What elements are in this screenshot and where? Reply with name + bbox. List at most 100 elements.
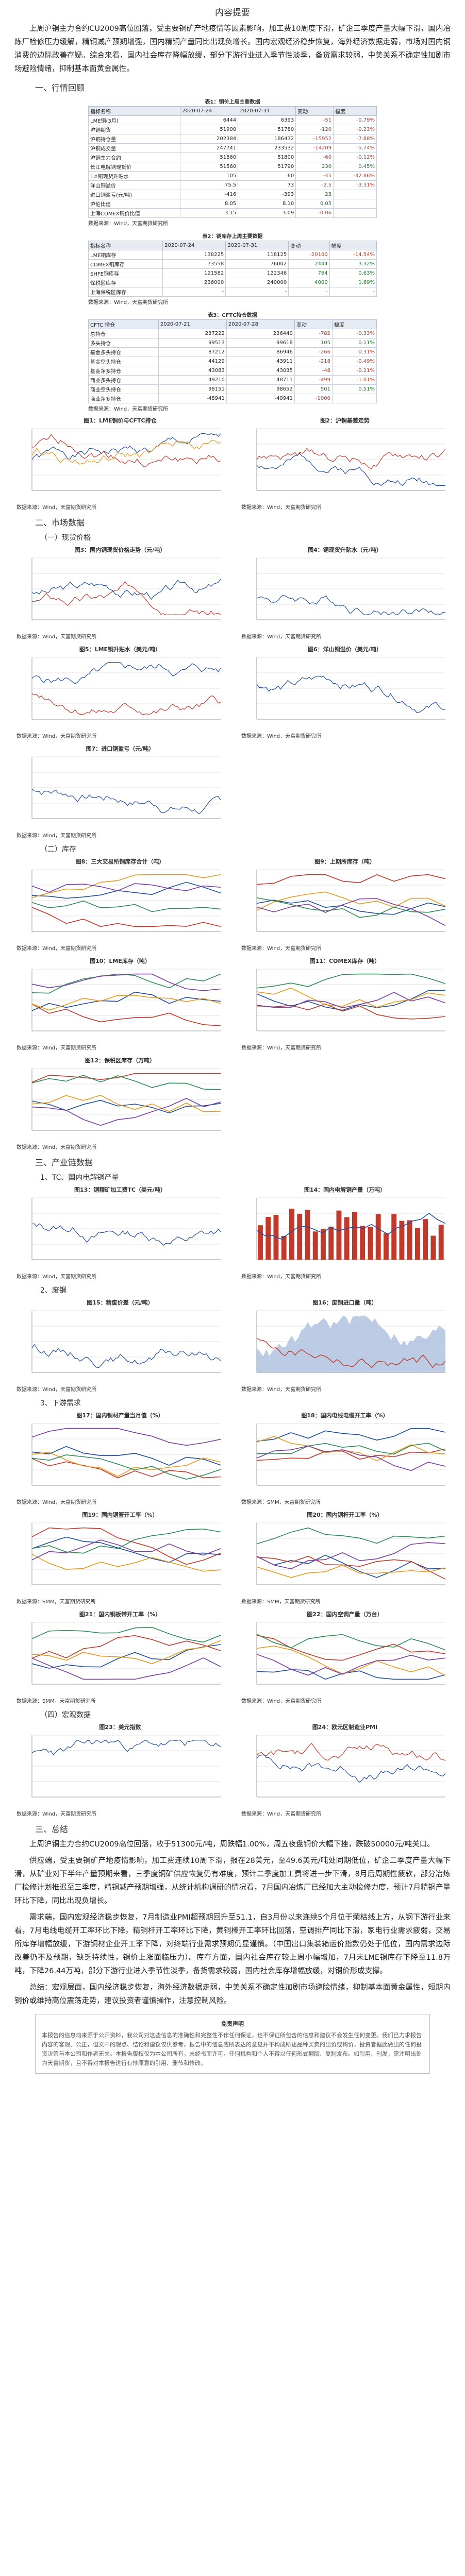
table-row: 进口铜盈亏(元/吨) -416 -393 23 xyxy=(88,190,377,199)
table-cell: -20100 xyxy=(288,250,330,260)
chart-source: 数据来源：Wind，天富期货研究所 xyxy=(241,1045,322,1051)
bar xyxy=(352,1211,357,1260)
table-cell: 基金空头持仓 xyxy=(88,357,159,366)
table-cell: SHFE铜库存 xyxy=(88,268,163,278)
table-source: 数据来源：Wind，天富期货研究所 xyxy=(88,300,169,306)
series-line xyxy=(31,1095,221,1112)
chart-ac-output: 图22：国内空调产量（万台） 数据来源：Wind，天富期货研究所 xyxy=(239,1610,451,1704)
table-cell: -0.06 xyxy=(295,208,334,218)
chart-plot xyxy=(14,554,226,631)
table-cell: 764 xyxy=(288,268,330,278)
chart-source: 数据来源：Wind，天富期货研究所 xyxy=(16,946,97,952)
chart-tc: 图13：铜精矿加工费TC（美元/吨） 数据来源：Wind，天富期货研究所 xyxy=(14,1185,226,1280)
chart-row: 图15：精废价差（元/吨） 数据来源：Wind，天富期货研究所 图16：废铜进口… xyxy=(14,1298,451,1393)
chart-plot xyxy=(14,1419,226,1497)
series-line xyxy=(256,1654,446,1676)
table-cell: 202384 xyxy=(180,134,239,144)
table-cell: -51 xyxy=(295,115,334,125)
chart-strip-rate: 图21：国内铜板带开工率（%） 数据来源：SMM，天富期货研究所 xyxy=(14,1610,226,1704)
series-line xyxy=(31,581,221,616)
table-cell: 247741 xyxy=(180,143,239,153)
chart-shfe-inventory: 图9：上期所库存（吨） 数据来源：Wind，天富期货研究所 xyxy=(239,857,451,952)
table-cell: 105 xyxy=(180,171,239,181)
subsection-heading: 1、TC、国内电解铜产量 xyxy=(40,1174,119,1182)
bar xyxy=(368,1226,373,1260)
table-cell: 3.15 xyxy=(180,208,239,218)
table-row: 沪铜持仓量 202384 186432 -15952 -7.88% xyxy=(88,134,377,144)
table-cell: -120 xyxy=(295,125,334,134)
series-line xyxy=(31,1527,221,1565)
chart-row: 图21：国内铜板带开工率（%） 数据来源：SMM，天富期货研究所 图22：国内空… xyxy=(14,1610,451,1704)
table-cell: 0.63% xyxy=(329,268,377,278)
chart-plot xyxy=(239,1194,451,1271)
table-cell: - xyxy=(329,287,377,297)
bar xyxy=(336,1210,342,1260)
bar xyxy=(384,1233,389,1260)
chart-scrap-spread: 图15：精废价差（元/吨） 数据来源：Wind，天富期货研究所 xyxy=(14,1298,226,1393)
table-caption: 表3：CFTC持仓数据 xyxy=(208,313,257,318)
table-cell: -5.74% xyxy=(333,143,377,153)
table-header-cell: 2020-07-21 xyxy=(158,319,227,329)
summary-paragraph: 上周沪铜主力合约CU2009高位回落，受主要铜矿产地疫情等因素影响，加工费10周… xyxy=(14,25,451,73)
table-cell: 60 xyxy=(238,171,296,181)
section-heading: 三、总结 xyxy=(35,1824,69,1834)
table-cell: 8.10 xyxy=(238,199,296,209)
table-cell: 51790 xyxy=(238,162,296,172)
chart-source: 数据来源：Wind，天富期货研究所 xyxy=(241,505,322,511)
table-header-cell: 指标名称 xyxy=(88,241,163,250)
series-line xyxy=(256,595,446,616)
table-cell: 99513 xyxy=(158,338,227,348)
data-table: 指标名称 2020-07-24 2020-07-31 变动 幅度 LME铜(3月) 644… xyxy=(88,106,377,218)
table-cell: 121582 xyxy=(162,268,226,278)
table-row: 上海COMEX铜价比值 3.15 3.09 -0.06 xyxy=(88,208,377,218)
table-row: 商业净多持仓 -48941 -49941 -1000 xyxy=(88,394,377,403)
table-source: 数据来源：Wind，天富期货研究所 xyxy=(88,406,169,412)
chart-title: 图19：国内铜管开工率（%） xyxy=(82,1512,158,1518)
data-table: CFTC 持仓 2020-07-21 2020-07-28 变动 幅度 总持仓 23722… xyxy=(88,319,377,403)
series-line xyxy=(31,1539,221,1561)
bar xyxy=(407,1220,412,1260)
series-line xyxy=(256,1004,446,1020)
series-line xyxy=(256,1645,446,1676)
table-cell: 4000 xyxy=(288,278,330,287)
series-line xyxy=(256,891,446,911)
chart-cable-rate: 图18：国内电线电缆开工率（%） 数据来源：SMM，天富期货研究所 xyxy=(239,1411,451,1505)
table-cell: -14.54% xyxy=(329,250,377,260)
table-cell: 43035 xyxy=(226,366,295,376)
table-header-cell: 2020-07-31 xyxy=(238,106,296,116)
series-line xyxy=(31,1075,221,1090)
series-line xyxy=(256,900,446,915)
table-cell: 186432 xyxy=(238,134,296,144)
table-cell: 商业净多持仓 xyxy=(88,394,159,403)
series-line xyxy=(31,579,221,600)
table-cell: 122346 xyxy=(225,268,289,278)
chart-title: 图6：洋山铜溢价（美元/吨） xyxy=(308,646,382,653)
table-row: 沪铜期货 51900 51780 -120 -0.23% xyxy=(88,125,377,134)
chart-source: 数据来源：Wind，天富期货研究所 xyxy=(16,634,97,640)
series-line xyxy=(256,898,446,926)
chart-source: 数据来源：Wind，天富期货研究所 xyxy=(16,1387,97,1393)
table-row: 洋山铜溢价 75.5 73 -2.5 -3.31% xyxy=(88,180,377,190)
table-cell: 236000 xyxy=(162,278,226,287)
table-cell: -782 xyxy=(294,329,333,338)
table-row: 1#铜现货升贴水 105 60 -45 -42.86% xyxy=(88,171,377,181)
table-cell: -416 xyxy=(180,190,239,199)
series-line xyxy=(256,1743,446,1761)
bar xyxy=(281,1235,287,1260)
series-line xyxy=(31,973,221,994)
bar xyxy=(321,1229,326,1260)
table-row: 基金多头持仓 87212 86946 -266 -0.31% xyxy=(88,347,377,357)
section-heading: 二、市场数据 xyxy=(35,518,85,528)
table-cell: 118125 xyxy=(225,250,289,260)
chart-title: 图12：保税区库存（万吨） xyxy=(85,1057,156,1064)
subsection-heading: 2、废铜 xyxy=(40,1286,67,1295)
series-line xyxy=(256,973,446,989)
chart-source: 数据来源：Wind，天富期货研究所 xyxy=(16,833,97,839)
data-table: 指标名称 2020-07-24 2020-07-31 变动 幅度 LME铜库存 13822… xyxy=(88,241,377,297)
table-cell: - xyxy=(162,287,226,297)
chart-rod-rate: 图20：国内铜杆开工率（%） 数据来源：SMM，天富期货研究所 xyxy=(239,1511,451,1605)
table-cell: 多头持仓 xyxy=(88,338,159,348)
bar xyxy=(438,1225,444,1260)
table-cell: 6393 xyxy=(238,115,296,125)
series-line xyxy=(31,900,221,912)
